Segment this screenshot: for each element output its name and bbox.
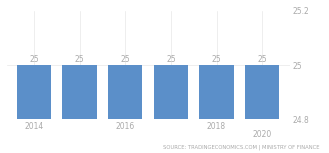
Bar <box>154 65 188 119</box>
Bar <box>17 65 51 119</box>
Bar <box>245 65 279 119</box>
Text: 25: 25 <box>166 55 176 64</box>
Text: 25: 25 <box>29 55 39 64</box>
Bar <box>63 65 97 119</box>
Bar <box>199 65 234 119</box>
Text: 25: 25 <box>212 55 221 64</box>
Text: 2020: 2020 <box>253 130 272 139</box>
Text: SOURCE: TRADINGECONOMICS.COM | MINISTRY OF FINANCE: SOURCE: TRADINGECONOMICS.COM | MINISTRY … <box>163 144 319 150</box>
Text: 25: 25 <box>75 55 85 64</box>
Text: 25: 25 <box>257 55 267 64</box>
Text: 25: 25 <box>120 55 130 64</box>
Bar <box>108 65 142 119</box>
